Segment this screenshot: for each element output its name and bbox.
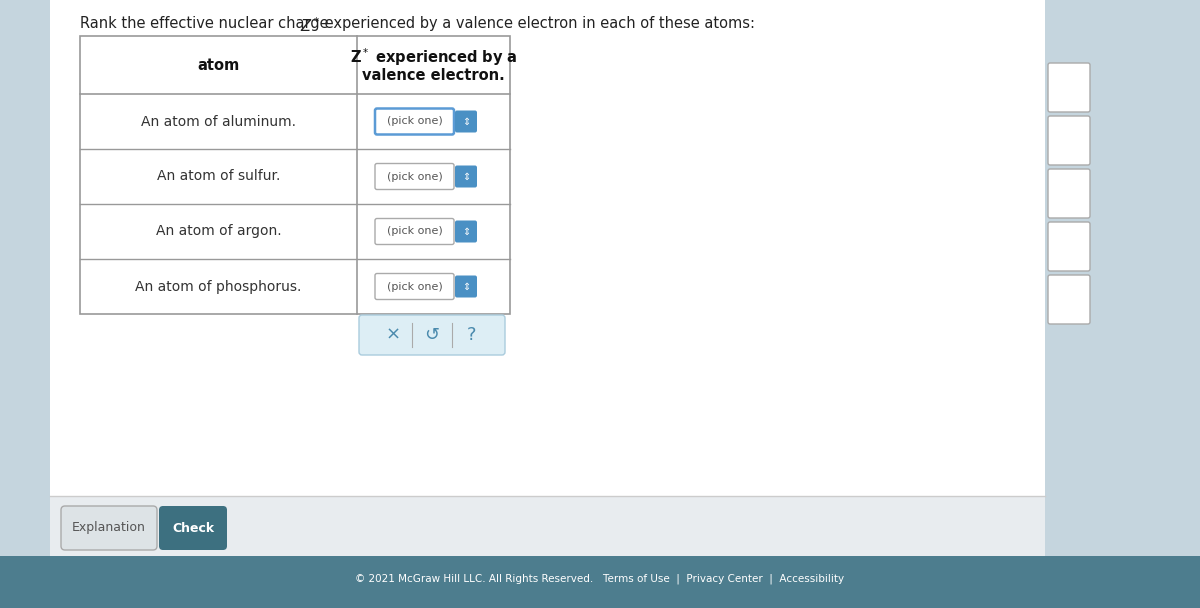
FancyBboxPatch shape <box>455 111 478 133</box>
FancyBboxPatch shape <box>374 218 454 244</box>
Text: ⇕: ⇕ <box>462 227 470 237</box>
Text: An atom of argon.: An atom of argon. <box>156 224 281 238</box>
Text: atom: atom <box>197 58 240 72</box>
FancyBboxPatch shape <box>1048 275 1090 324</box>
Text: (pick one): (pick one) <box>386 227 443 237</box>
Text: ×: × <box>385 326 401 344</box>
FancyBboxPatch shape <box>158 506 227 550</box>
FancyBboxPatch shape <box>374 274 454 300</box>
Text: experienced by a valence electron in each of these atoms:: experienced by a valence electron in eac… <box>320 16 755 31</box>
Text: ⇕: ⇕ <box>462 282 470 291</box>
Text: (pick one): (pick one) <box>386 171 443 182</box>
FancyBboxPatch shape <box>1048 222 1090 271</box>
Text: (pick one): (pick one) <box>386 117 443 126</box>
Text: ↺: ↺ <box>425 326 439 344</box>
Text: ⇕: ⇕ <box>462 117 470 126</box>
FancyBboxPatch shape <box>455 221 478 243</box>
Bar <box>0 556 1200 608</box>
FancyBboxPatch shape <box>1048 169 1090 218</box>
Text: Rank the effective nuclear charge: Rank the effective nuclear charge <box>80 16 334 31</box>
Text: $Z^*$: $Z^*$ <box>300 16 320 35</box>
FancyBboxPatch shape <box>1048 63 1090 112</box>
FancyBboxPatch shape <box>374 108 454 134</box>
Text: Check: Check <box>172 522 214 534</box>
FancyBboxPatch shape <box>359 315 505 355</box>
Text: An atom of sulfur.: An atom of sulfur. <box>157 170 280 184</box>
Text: (pick one): (pick one) <box>386 282 443 291</box>
Text: valence electron.: valence electron. <box>362 67 505 83</box>
FancyBboxPatch shape <box>1048 116 1090 165</box>
Text: ?: ? <box>467 326 476 344</box>
Text: $\mathbf{Z}^*$ experienced by a: $\mathbf{Z}^*$ experienced by a <box>349 46 517 68</box>
Bar <box>50 0 1045 496</box>
FancyBboxPatch shape <box>374 164 454 190</box>
FancyBboxPatch shape <box>455 165 478 187</box>
Text: Explanation: Explanation <box>72 522 146 534</box>
Text: © 2021 McGraw Hill LLC. All Rights Reserved.   Terms of Use  |  Privacy Center  : © 2021 McGraw Hill LLC. All Rights Reser… <box>355 574 845 584</box>
Bar <box>50 496 1045 556</box>
Text: An atom of aluminum.: An atom of aluminum. <box>142 114 296 128</box>
FancyBboxPatch shape <box>455 275 478 297</box>
Bar <box>80 36 510 314</box>
FancyBboxPatch shape <box>61 506 157 550</box>
Text: An atom of phosphorus.: An atom of phosphorus. <box>136 280 301 294</box>
Text: ⇕: ⇕ <box>462 171 470 182</box>
